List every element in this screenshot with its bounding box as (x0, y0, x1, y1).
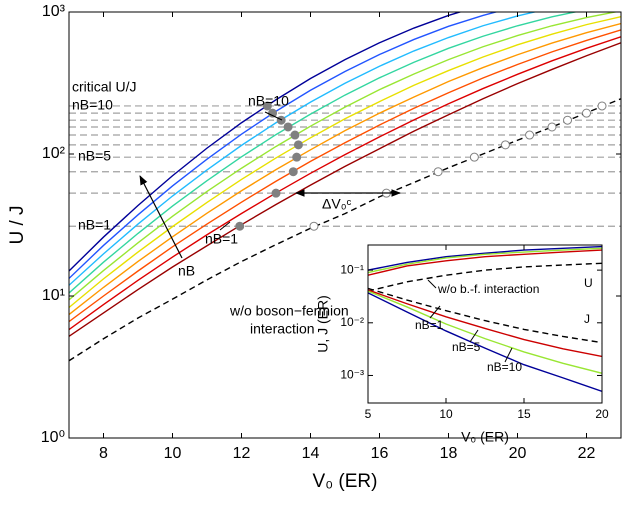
series-line (69, 22, 621, 316)
y-tick-label: 10⁻³ (340, 368, 364, 382)
plot-area (368, 245, 602, 403)
y-tick-label: 10⁻¹ (340, 262, 364, 276)
annotation: nB=10 (487, 360, 522, 374)
annotation: w/o boson−fermion (229, 303, 349, 319)
annotation: interaction (250, 321, 315, 337)
series-line (368, 287, 602, 344)
y-tick-label: 10³ (42, 3, 66, 20)
annotation: nB (178, 263, 195, 279)
x-axis-label: V₀ (ER) (313, 471, 378, 492)
y-axis-label: U, J (ER) (315, 295, 331, 353)
x-tick-label: 14 (302, 445, 320, 462)
leader (219, 221, 231, 231)
x-tick-label: 5 (365, 407, 372, 421)
x-tick-label: 20 (595, 407, 609, 421)
series-line (368, 290, 602, 374)
y-tick-label: 10⁻² (340, 315, 364, 329)
y-tick-label: 10² (42, 145, 66, 162)
annotation: ΔV₀ᶜ (322, 196, 352, 212)
arrow (139, 175, 183, 259)
series-line (69, 12, 499, 279)
series-line (69, 29, 621, 323)
x-tick-label: 15 (517, 407, 531, 421)
bare-critical-point (469, 152, 479, 162)
critical-point (290, 130, 300, 140)
bare-critical-point (525, 130, 535, 140)
leader (429, 305, 441, 319)
critical-point (276, 115, 286, 125)
critical-point (292, 152, 302, 162)
bare-critical-point (547, 122, 557, 132)
series-line (69, 12, 579, 294)
annotation: U (584, 276, 593, 290)
series-line (69, 15, 621, 309)
bare-critical-point (563, 115, 573, 125)
series-line (69, 42, 621, 337)
series-line (368, 247, 602, 274)
critical-point (283, 122, 293, 132)
critical-point (293, 140, 303, 150)
series-line (69, 12, 619, 301)
bare-critical-point (500, 140, 510, 150)
series-line (368, 289, 602, 358)
x-tick-label: 20 (509, 445, 527, 462)
critical-point (271, 188, 281, 198)
x-tick-label: 16 (371, 445, 389, 462)
x-axis-label: V₀ (ER) (461, 429, 509, 445)
leader (264, 111, 283, 121)
x-tick-label: 10 (164, 445, 182, 462)
series-line (69, 36, 621, 331)
annotation: nB=1 (205, 231, 238, 247)
bare-critical-point (582, 108, 591, 118)
series-line (69, 12, 463, 272)
bare-critical-point (597, 101, 607, 111)
plot-frame (68, 11, 622, 439)
y-tick-label: 10¹ (42, 287, 65, 304)
series-line (69, 12, 538, 286)
series-line (368, 245, 602, 271)
bare-critical-point (309, 221, 319, 231)
x-tick-label: 22 (578, 445, 596, 462)
leader (504, 347, 513, 363)
y-tick-label: 10⁰ (41, 429, 65, 446)
annotation: nB=10 (72, 97, 113, 113)
critical-point (288, 167, 298, 177)
annotation: nB=5 (452, 340, 481, 354)
annotation: nB=5 (78, 148, 111, 164)
x-tick-label: 12 (233, 445, 251, 462)
x-tick-label: 10 (439, 407, 453, 421)
bare-critical-point (433, 167, 443, 177)
leader (469, 329, 479, 343)
critical-point (262, 101, 272, 111)
x-tick-label: 18 (440, 445, 458, 462)
annotation: J (584, 312, 590, 326)
series-line (368, 249, 602, 276)
x-tick-label: 8 (99, 445, 108, 462)
annotation: nB=1 (78, 217, 111, 233)
leader (427, 279, 437, 289)
plot-frame (367, 244, 603, 404)
plot-content (368, 245, 602, 392)
critical-point (235, 221, 245, 231)
series-line (368, 262, 602, 292)
annotation: nB=1 (415, 318, 444, 332)
annotation: critical U/J (72, 79, 137, 95)
y-axis-label: U / J (7, 205, 28, 244)
series-line (368, 292, 602, 392)
annotation: w/o b.-f. interaction (437, 282, 539, 296)
plot-content (69, 12, 621, 362)
annotation: nB=10 (248, 93, 289, 109)
